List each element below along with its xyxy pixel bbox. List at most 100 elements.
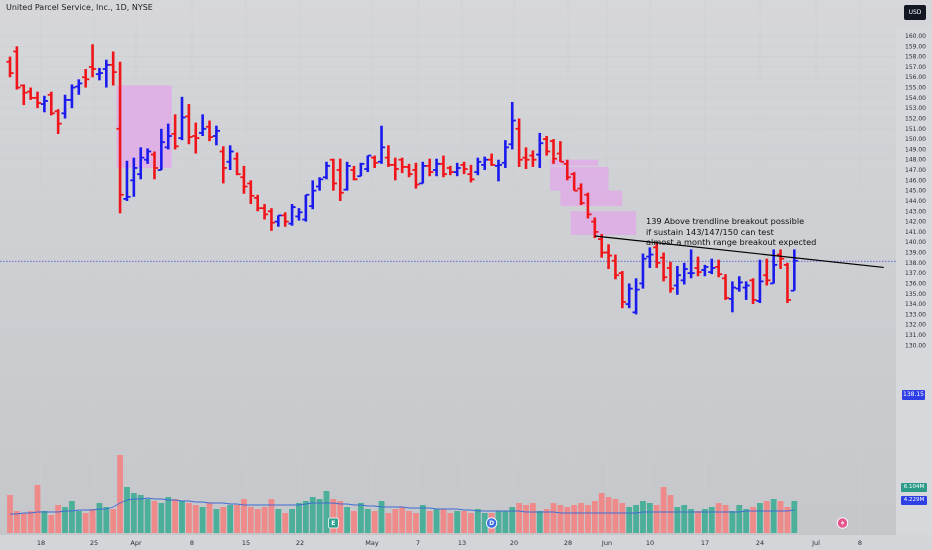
- ohlc-bar-60: [419, 161, 427, 185]
- price-tick-14: 146.00: [905, 177, 926, 184]
- volume-bar-59: [413, 513, 419, 533]
- ohlc-bar-17: [123, 160, 131, 201]
- volume-bar-15: [110, 509, 117, 533]
- volume-bar-92: [640, 501, 646, 533]
- price-tick-22: 138.00: [905, 260, 926, 267]
- volume-label: 6.104M: [901, 483, 927, 492]
- volume-bar-96: [667, 495, 674, 533]
- ohlc-bar-40: [281, 212, 289, 227]
- volume-bar-80: [557, 505, 564, 533]
- ohlc-bar-44: [309, 180, 317, 210]
- volume-bar-26: [185, 503, 192, 533]
- ohlc-bar-33: [233, 152, 241, 176]
- ohlc-bar-97: [673, 265, 681, 295]
- ohlc-bar-43: [302, 193, 310, 222]
- ohlc-bar-27: [192, 122, 200, 154]
- trendline[interactable]: [594, 235, 884, 269]
- price-tick-12: 148.00: [905, 157, 926, 164]
- volume-bar-55: [385, 513, 392, 533]
- volume-bar-72: [502, 511, 509, 533]
- volume-bar-46: [323, 491, 330, 533]
- ohlc-bar-22: [157, 128, 165, 171]
- ohlc-bars[interactable]: [6, 44, 798, 315]
- volume-bar-43: [302, 501, 309, 533]
- volume-bar-45: [316, 499, 323, 533]
- ohlc-bar-5: [40, 95, 48, 113]
- price-tick-0: 160.00: [905, 33, 926, 40]
- volume-bar-13: [96, 503, 103, 533]
- volume-bar-42: [296, 503, 302, 533]
- ohlc-bar-80: [556, 141, 564, 163]
- ohlc-bar-34: [240, 165, 248, 194]
- date-axis[interactable]: 18 25 Apr 8 15 22 May 7 13 20 28 Jun 10 17 24 Jul 8: [0, 535, 932, 550]
- ohlc-bar-76: [529, 150, 537, 167]
- volume-bar-18: [130, 493, 137, 533]
- volume-bar-100: [695, 511, 701, 533]
- price-axis[interactable]: 160.00 159.00 158.00 157.00 156.00 155.00 154.…: [896, 26, 932, 536]
- volume-bar-27: [192, 505, 199, 533]
- volume-bar-113: [784, 507, 791, 533]
- date-tick-12: 10: [646, 539, 654, 547]
- price-tick-11: 149.00: [905, 146, 926, 153]
- volume-bar-61: [426, 511, 433, 533]
- volume-bar-71: [495, 511, 502, 533]
- ohlc-bar-109: [756, 259, 764, 304]
- volume-bar-112: [777, 501, 784, 533]
- price-tick-25: 135.00: [905, 291, 926, 298]
- ohlc-bar-49: [343, 161, 351, 191]
- ohlc-bar-99: [687, 249, 695, 279]
- volume-bar-110: [763, 501, 770, 533]
- date-tick-8: 13: [458, 539, 466, 547]
- ohlc-bar-18: [130, 157, 138, 197]
- ohlc-bar-36: [254, 194, 262, 212]
- ohlc-bar-81: [563, 159, 571, 181]
- trade-annotation[interactable]: 139 Above trendline breakout possible if…: [646, 216, 816, 248]
- ohlc-bar-58: [405, 163, 413, 178]
- volume-bar-33: [234, 505, 240, 533]
- ohlc-bar-91: [632, 278, 640, 315]
- ohlc-bar-21: [150, 151, 159, 180]
- volume-bar-60: [419, 505, 426, 533]
- volume-bar-38: [268, 499, 275, 533]
- volume-bar-83: [578, 503, 584, 533]
- volume-bar-14: [103, 507, 110, 533]
- ohlc-bar-77: [536, 132, 544, 168]
- ohlc-bar-0: [6, 56, 14, 78]
- ohlc-bar-10: [75, 79, 83, 95]
- ohlc-bar-82: [570, 172, 578, 192]
- volume-bar-4: [34, 485, 41, 533]
- volume-bar-102: [708, 507, 715, 533]
- date-tick-16: 8: [858, 539, 862, 547]
- annotation-line-3: almost a month range breakout expected: [646, 237, 817, 247]
- volume-bar-63: [440, 509, 447, 533]
- volume-bar-81: [564, 507, 571, 533]
- zone-2: [550, 166, 609, 191]
- annotation-line-2: if sustain 143/147/150 can test: [646, 226, 774, 237]
- volume-bar-3: [27, 511, 34, 533]
- price-tick-23: 137.00: [905, 270, 926, 277]
- volume-bar-98: [681, 505, 688, 533]
- ohlc-bar-47: [329, 158, 337, 191]
- price-tick-1: 159.00: [905, 43, 926, 50]
- volume-bar-66: [461, 511, 467, 533]
- volume-bar-29: [206, 503, 213, 533]
- price-tick-19: 141.00: [905, 229, 926, 236]
- currency-button[interactable]: USD: [904, 5, 926, 20]
- price-tick-10: 150.00: [905, 136, 926, 143]
- ohlc-bar-111: [770, 249, 778, 285]
- ohlc-bar-70: [488, 153, 496, 166]
- ohlc-bar-68: [474, 157, 482, 176]
- volume-bar-10: [75, 511, 82, 533]
- ohlc-bar-39: [274, 214, 282, 227]
- ohlc-bar-104: [721, 274, 730, 300]
- ohlc-bar-52: [364, 154, 372, 173]
- volume-bar-22: [158, 503, 165, 533]
- dividend-icon: [485, 517, 498, 529]
- volume-bar-44: [309, 497, 316, 533]
- ohlc-bar-30: [212, 125, 220, 146]
- volume-bar-40: [282, 513, 289, 533]
- volume-bar-105: [729, 511, 736, 533]
